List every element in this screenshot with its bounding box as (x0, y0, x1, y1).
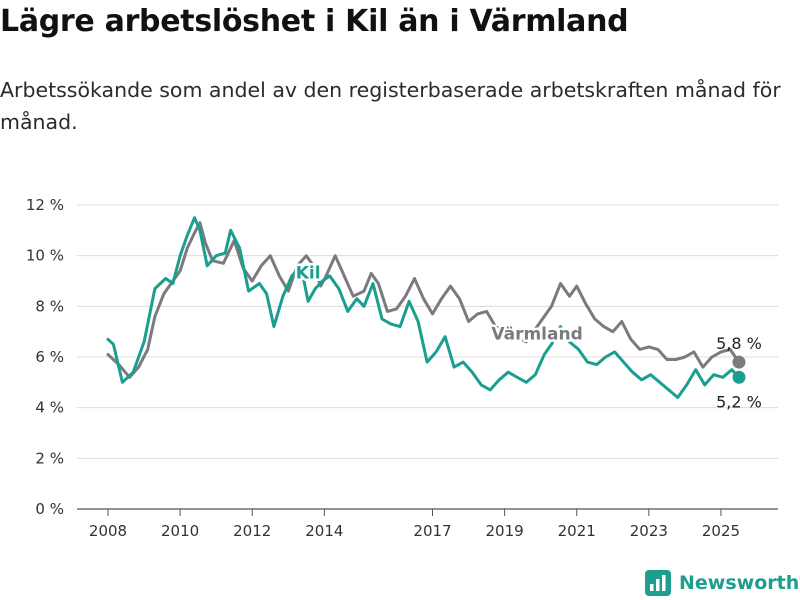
x-tick-label: 2012 (233, 522, 271, 540)
page-subtitle: Arbetssökande som andel av den registerb… (0, 78, 781, 134)
y-axis: 0 % 2 % 4 % 6 % 8 % 10 % 12 % (26, 196, 64, 518)
chart-annotations: Värmland 5,8 % Kil 5,2 % (293, 261, 762, 411)
x-tick-label: 2023 (630, 522, 668, 540)
newsworthy-logo-icon (645, 570, 671, 596)
series-line-kil (106, 216, 741, 399)
chart-series (106, 216, 746, 399)
x-tick-label: 2025 (702, 522, 740, 540)
x-tick-label: 2008 (89, 522, 127, 540)
y-tick-label: 10 % (26, 247, 64, 265)
x-tick-label: 2017 (413, 522, 451, 540)
x-axis: 2008 2010 2012 2014 2017 2019 2021 2023 2025 (89, 509, 740, 540)
brand-name: Newsworthy (679, 572, 800, 594)
series-label: Kil (296, 263, 321, 283)
y-tick-label: 6 % (35, 348, 64, 366)
y-tick-label: 0 % (35, 500, 64, 518)
end-value-label: 5,2 % (716, 392, 762, 411)
y-tick-label: 8 % (35, 297, 64, 315)
page-title: Lägre arbetslöshet i Kil än i Värmland (0, 4, 629, 39)
x-tick-label: 2021 (558, 522, 596, 540)
x-tick-label: 2014 (305, 522, 343, 540)
x-tick-label: 2019 (486, 522, 524, 540)
y-tick-label: 4 % (35, 399, 64, 417)
series-label: Värmland (491, 324, 582, 344)
y-tick-label: 12 % (26, 196, 64, 214)
end-value-label: 5,8 % (716, 334, 762, 353)
x-tick-label: 2010 (161, 522, 199, 540)
series-line-värmland (106, 221, 741, 379)
y-tick-label: 2 % (35, 449, 64, 467)
line-chart: 0 % 2 % 4 % 6 % 8 % 10 % 12 % 2008 2010 2012 2014… (26, 196, 778, 540)
series-endpoint (732, 355, 746, 369)
brand-footer: Newsworthy (645, 568, 800, 598)
series-endpoint (732, 370, 746, 384)
